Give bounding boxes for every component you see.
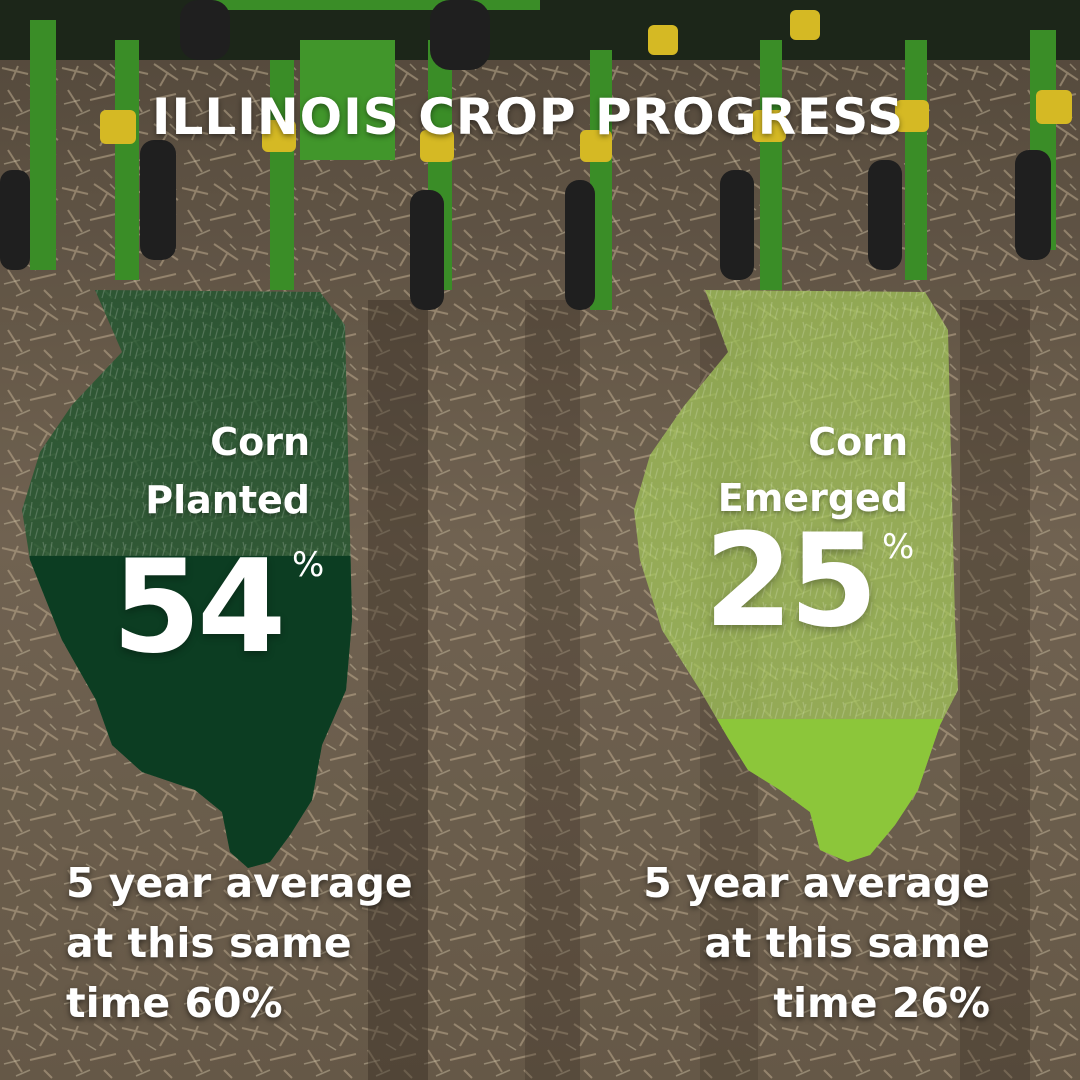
emerged-percent-sign: % [882,527,915,567]
planted-average-line3: time 60% [66,979,283,1027]
planted-average-line2: at this same [66,919,352,967]
planted-average-line1: 5 year average [66,859,413,907]
emerged-average-line3: time 26% [773,979,990,1027]
planted-label-line2: Planted [145,478,310,522]
page-title: ILLINOIS CROP PROGRESS [151,88,905,146]
emerged-average-line2: at this same [704,919,990,967]
emerged-average-line1: 5 year average [643,859,990,907]
planted-percent-sign: % [292,545,325,585]
emerged-label-line1: Corn [808,420,908,464]
emerged-label-line2: Emerged [717,476,908,520]
planted-percent-value: 54 [112,533,286,682]
emerged-percent-value: 25 [704,507,878,656]
planted-label-line1: Corn [210,420,310,464]
